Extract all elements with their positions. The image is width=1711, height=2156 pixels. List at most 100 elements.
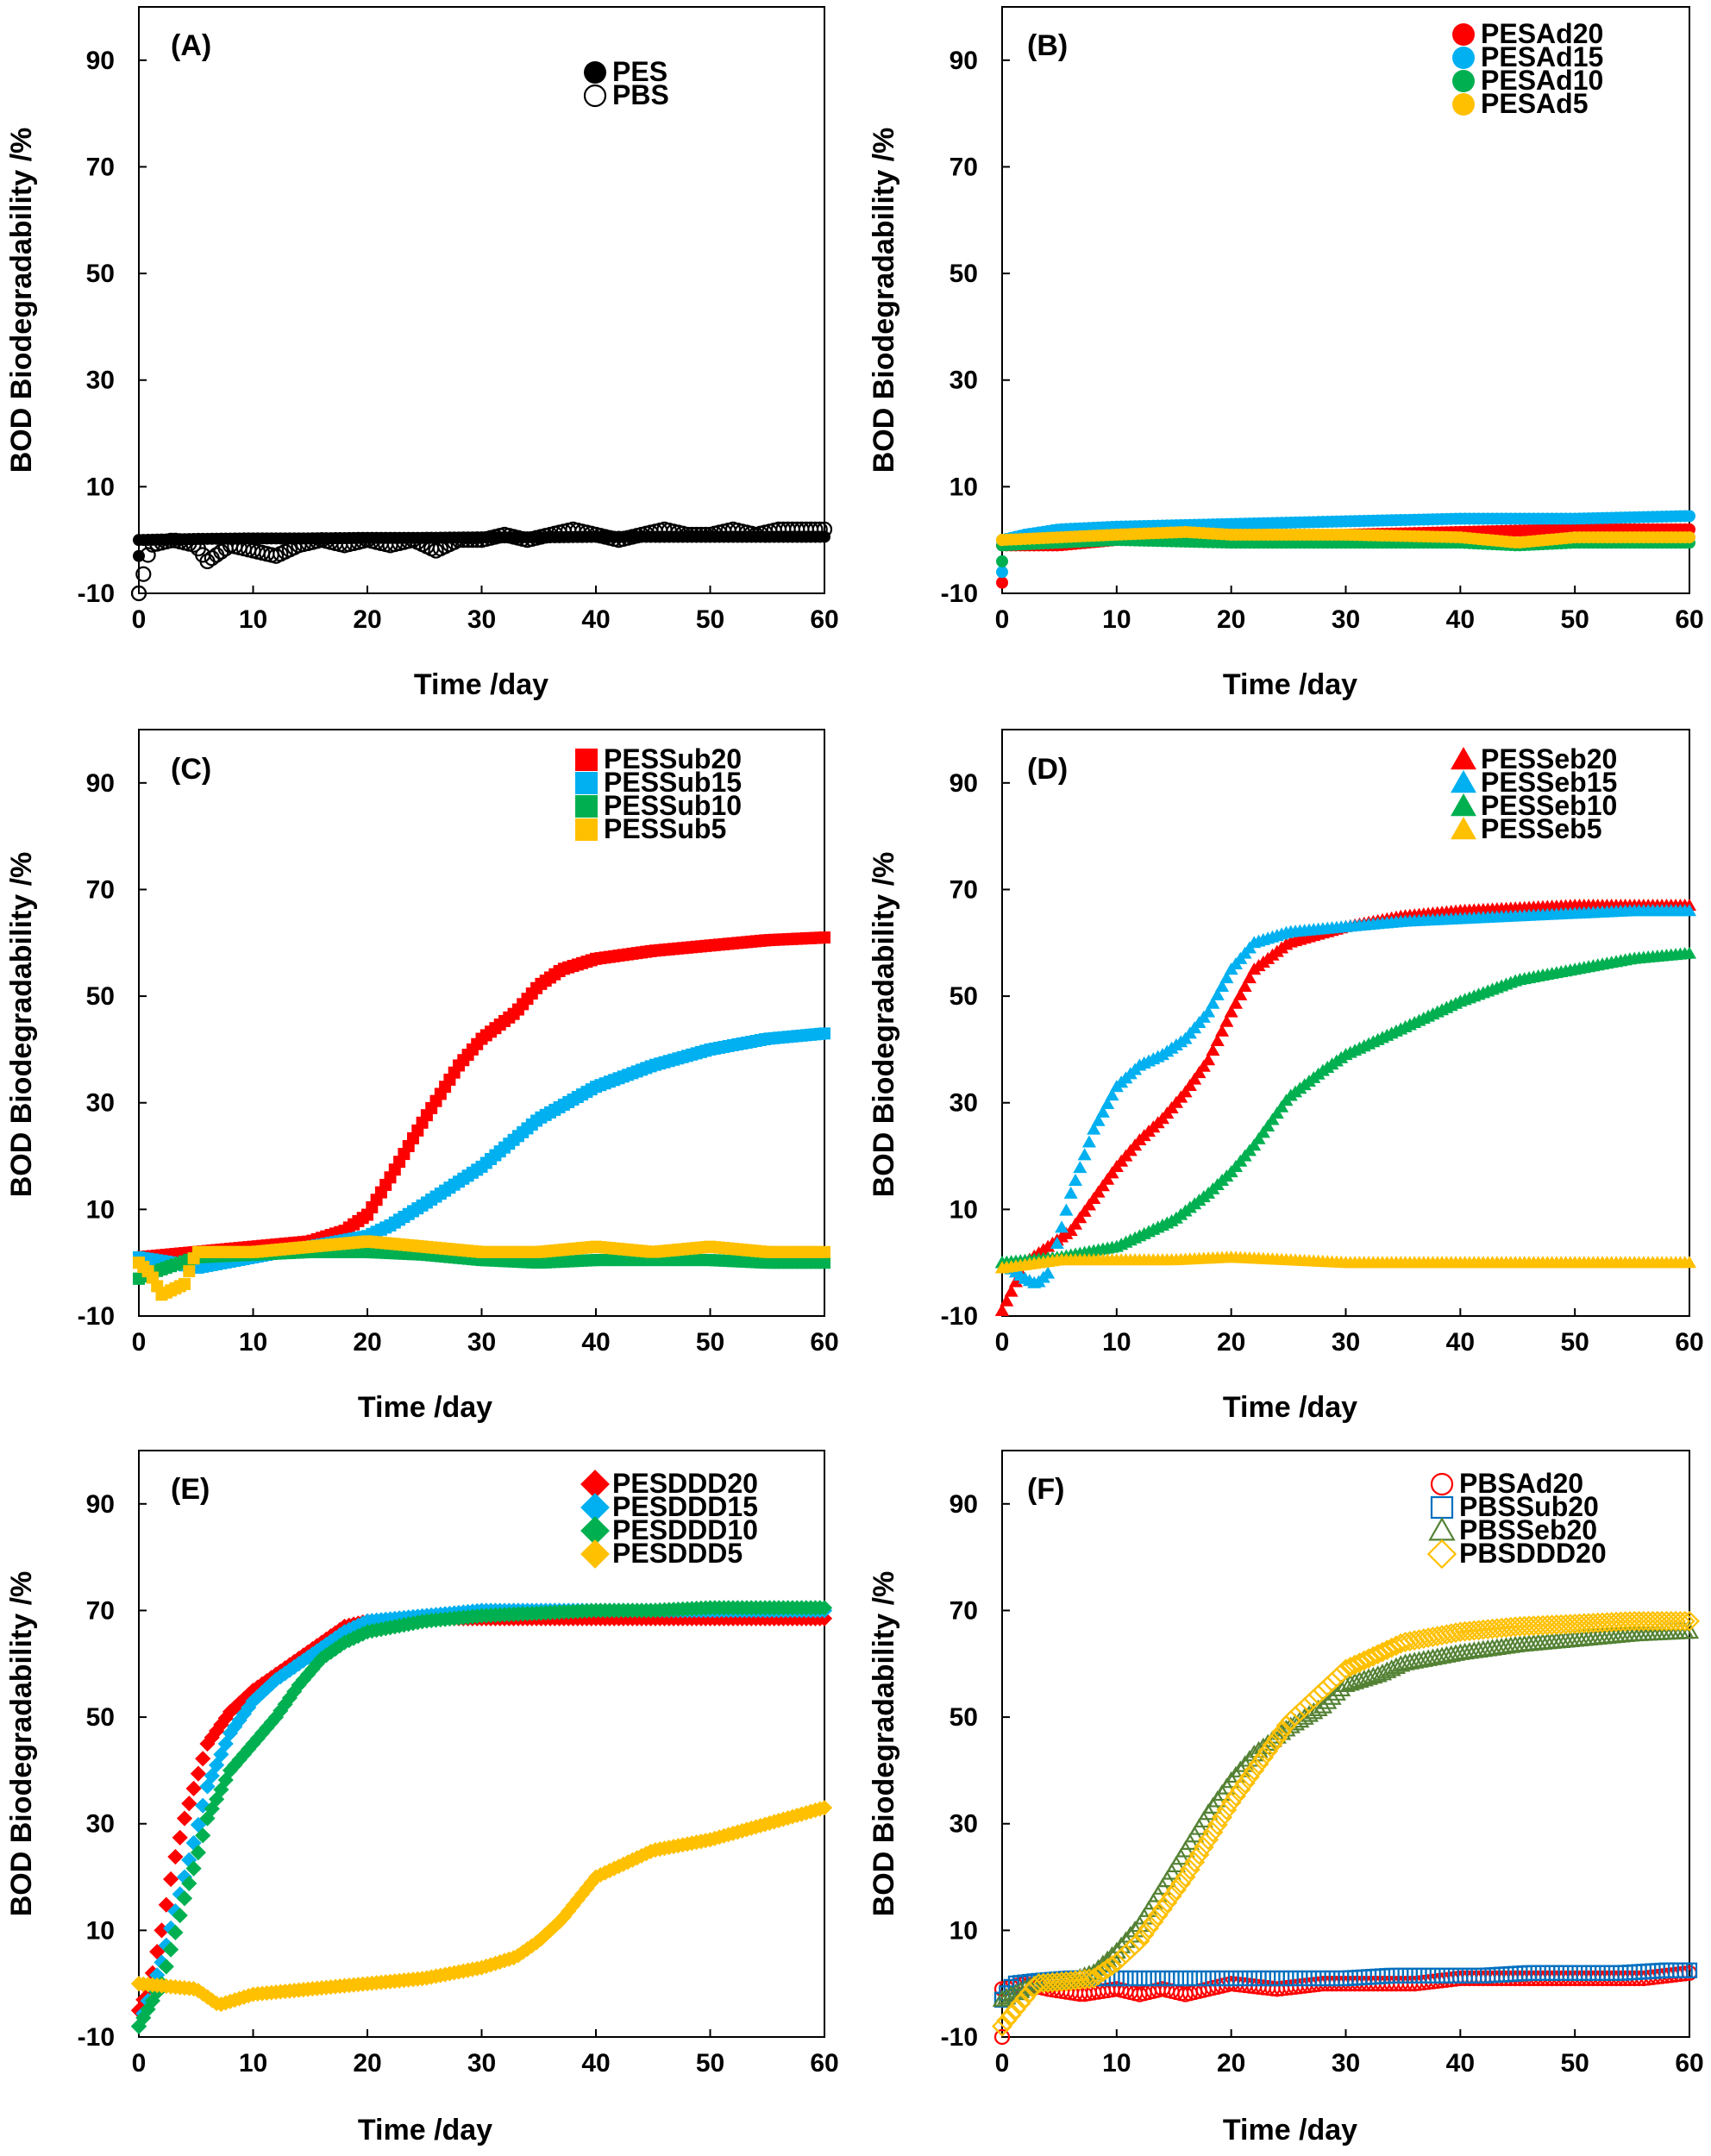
x-tick-label: 40 bbox=[581, 1328, 610, 1357]
data-point bbox=[1100, 1172, 1115, 1185]
data-point bbox=[295, 1671, 311, 1688]
data-point bbox=[816, 1800, 833, 1816]
y-tick-label: 30 bbox=[950, 1810, 978, 1839]
data-point bbox=[1349, 1652, 1370, 1673]
x-tick-label: 40 bbox=[1446, 1328, 1475, 1357]
legend-marker bbox=[580, 1470, 610, 1499]
data-point bbox=[1081, 1135, 1097, 1148]
x-tick-label: 50 bbox=[1560, 2049, 1589, 2078]
data-point bbox=[1682, 904, 1697, 917]
legend-label: PESDDD15 bbox=[612, 1491, 758, 1522]
y-tick-label: 10 bbox=[86, 1916, 115, 1945]
x-ticks: 0 10 20 30 40 50 60 bbox=[995, 586, 1704, 634]
data-point bbox=[1177, 1970, 1194, 1987]
y-tick-label: 10 bbox=[950, 1195, 978, 1224]
data-point bbox=[1275, 1100, 1289, 1112]
data-point bbox=[1001, 1985, 1021, 2002]
data-point bbox=[227, 1699, 243, 1716]
data-point bbox=[158, 1959, 174, 1975]
data-point bbox=[1136, 1970, 1152, 1987]
data-point bbox=[1219, 971, 1234, 984]
data-point bbox=[1248, 1753, 1269, 1775]
y-ticks: -10 10 30 50 70 90 bbox=[78, 769, 147, 1331]
data-point bbox=[1335, 1658, 1357, 1680]
data-point bbox=[816, 521, 833, 537]
x-tick-label: 40 bbox=[581, 2049, 610, 2078]
legend-label: PESAd15 bbox=[1481, 41, 1603, 72]
y-ticks: -10 10 30 50 70 90 bbox=[941, 1490, 1010, 2052]
data-point bbox=[1633, 1610, 1654, 1632]
data-point bbox=[1225, 1765, 1246, 1783]
legend-marker bbox=[584, 61, 606, 84]
series-pesseb10 bbox=[994, 946, 1697, 1269]
data-point bbox=[1156, 1892, 1178, 1914]
data-point bbox=[263, 1676, 279, 1692]
data-point bbox=[179, 1277, 191, 1290]
x-tick-label: 30 bbox=[467, 1328, 496, 1357]
data-point bbox=[547, 1918, 563, 1934]
data-point bbox=[1184, 1852, 1206, 1873]
data-point bbox=[1095, 1179, 1110, 1192]
legend-label: PES bbox=[612, 56, 667, 87]
series-pesseb15 bbox=[994, 904, 1697, 1288]
x-tick-label: 0 bbox=[995, 1328, 1010, 1357]
data-point bbox=[1131, 1970, 1148, 1987]
x-tick-label: 20 bbox=[1217, 2049, 1245, 2078]
panel-label: (B) bbox=[1027, 29, 1068, 62]
legend-label: PESSub10 bbox=[604, 790, 742, 821]
y-tick-label: 30 bbox=[86, 1810, 115, 1839]
data-point bbox=[163, 1941, 179, 1958]
y-tick-label: 30 bbox=[950, 367, 978, 395]
x-ticks: 0 10 20 30 40 50 60 bbox=[132, 1308, 839, 1357]
data-point bbox=[1233, 987, 1248, 1000]
legend-marker bbox=[583, 84, 607, 108]
x-tick-label: 60 bbox=[810, 605, 838, 634]
panel-label: (F) bbox=[1027, 1473, 1064, 1506]
data-point bbox=[574, 1886, 591, 1902]
data-point bbox=[181, 1875, 197, 1892]
data-point bbox=[1614, 1611, 1636, 1633]
legend-marker bbox=[575, 818, 598, 841]
y-tick-label: 90 bbox=[950, 47, 978, 75]
data-point bbox=[1224, 1005, 1238, 1018]
data-point bbox=[1077, 1204, 1092, 1217]
y-tick-label: -10 bbox=[941, 2023, 978, 2052]
data-point bbox=[997, 1987, 1017, 2005]
data-point bbox=[1266, 1727, 1288, 1749]
x-tick-label: 30 bbox=[1332, 1328, 1360, 1357]
data-point bbox=[1257, 1740, 1279, 1762]
series-pesddd5 bbox=[130, 1800, 833, 2013]
data-point bbox=[1187, 1970, 1203, 1987]
data-marks bbox=[992, 1610, 1700, 2046]
data-point bbox=[1008, 1275, 1023, 1288]
data-point bbox=[818, 1245, 830, 1258]
legend-marker bbox=[1452, 93, 1475, 116]
y-tick-label: 50 bbox=[86, 1703, 115, 1732]
legend-label: PESAd10 bbox=[1481, 65, 1603, 96]
data-point bbox=[816, 1610, 833, 1626]
data-point bbox=[1202, 1821, 1224, 1843]
y-tick-label: -10 bbox=[941, 1302, 978, 1331]
data-point bbox=[1105, 1166, 1119, 1179]
data-point bbox=[1651, 1610, 1673, 1632]
data-point bbox=[1214, 1024, 1230, 1037]
data-point bbox=[994, 1303, 1010, 1316]
data-point bbox=[263, 1714, 279, 1731]
series-pesddd20 bbox=[130, 1610, 833, 2019]
legend-marker bbox=[1428, 1516, 1456, 1541]
data-point bbox=[1381, 1637, 1402, 1658]
data-point bbox=[1091, 1185, 1106, 1198]
data-point bbox=[1238, 979, 1252, 993]
data-point bbox=[1175, 1866, 1196, 1888]
data-point bbox=[1318, 1692, 1338, 1709]
legend-label: PESDDD5 bbox=[612, 1538, 743, 1569]
data-point bbox=[1087, 1191, 1101, 1205]
x-tick-label: 10 bbox=[239, 1328, 267, 1357]
data-point bbox=[130, 585, 147, 602]
data-point bbox=[1628, 1610, 1650, 1632]
data-point bbox=[1377, 1661, 1397, 1678]
legend-marker bbox=[1451, 793, 1476, 817]
data-point bbox=[1179, 1858, 1200, 1880]
panel-e: -10 10 30 50 70 90 0 10 20 30 40 50 60 (E) PESDDD20… bbox=[5, 1450, 839, 2147]
